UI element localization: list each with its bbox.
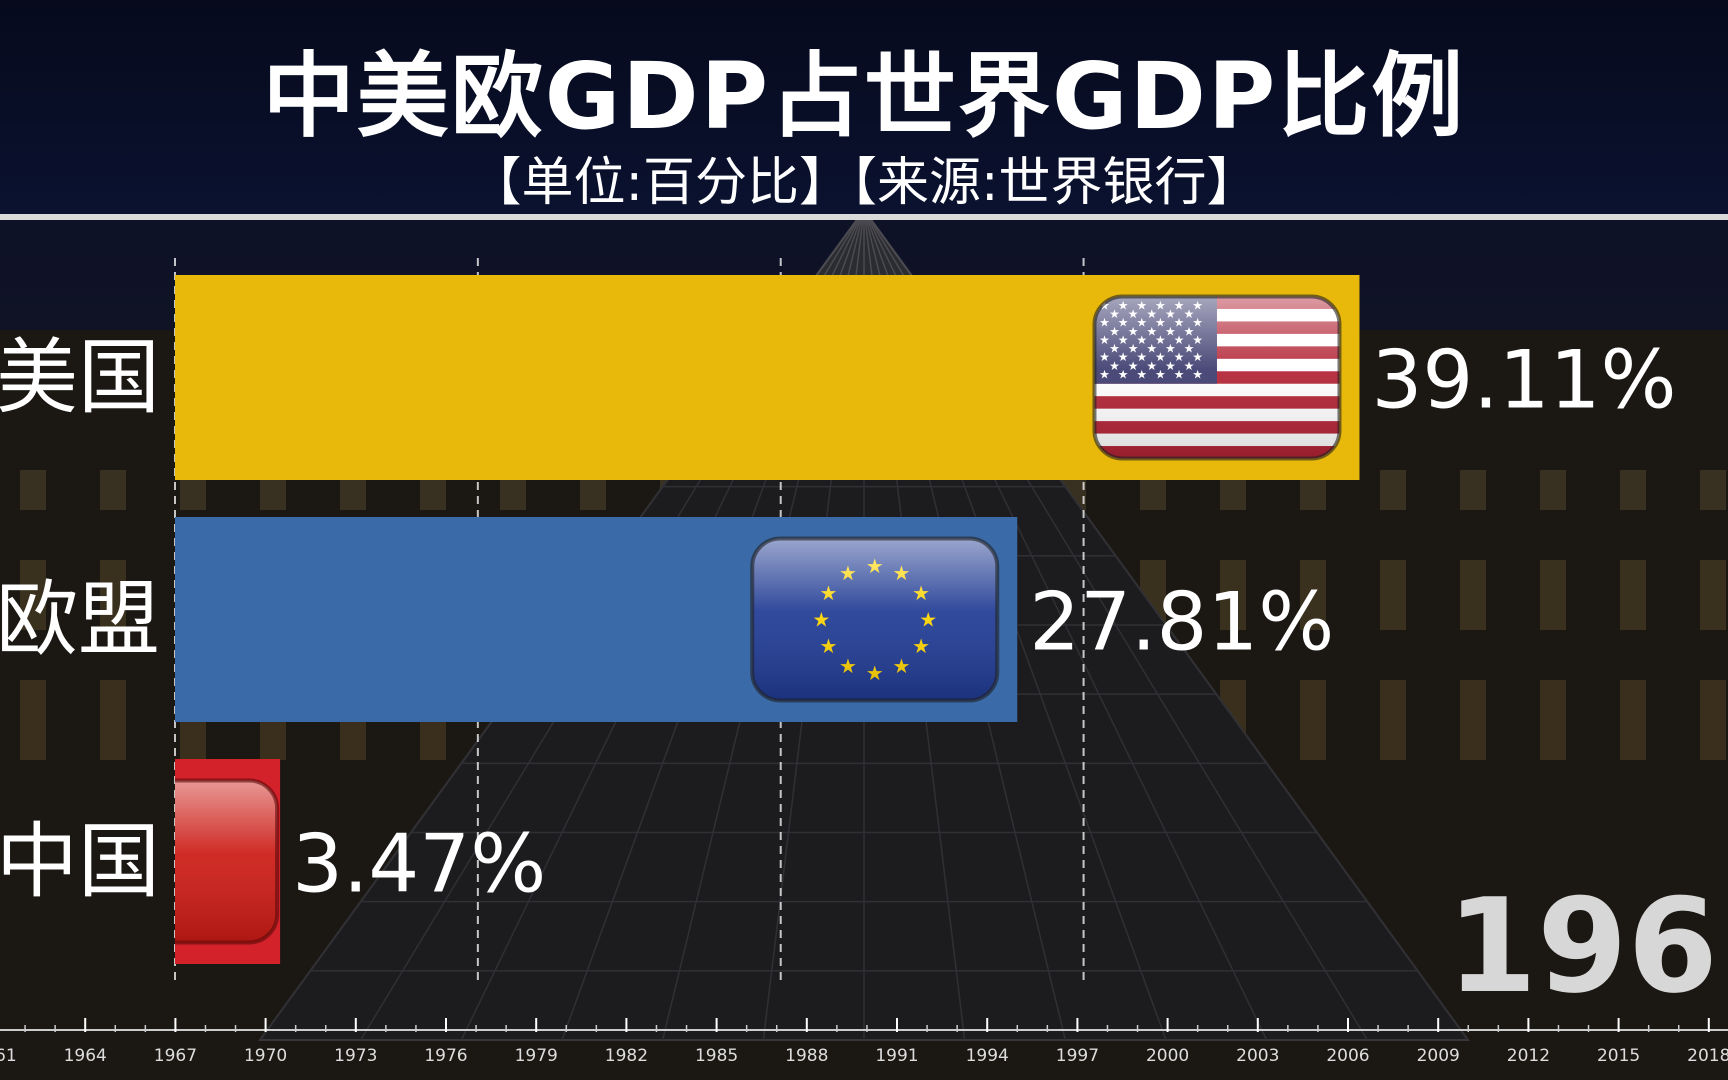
- category-label: 欧盟: [0, 573, 160, 668]
- facade-window: [1700, 560, 1726, 630]
- facade-window: [1380, 560, 1406, 630]
- facade-window: [1460, 680, 1486, 760]
- facade-window: [1620, 470, 1646, 510]
- category-label: 美国: [0, 331, 160, 426]
- facade-window: [1460, 560, 1486, 630]
- timeline-label: 2003: [1236, 1046, 1279, 1066]
- facade-window: [1700, 680, 1726, 760]
- bar-group-0: 美国 ★★★★★★★★★★★★★★★★★★★★★★★★★★★★★★★★★★★★★★…: [0, 275, 1677, 480]
- timeline-label: 1976: [424, 1046, 467, 1066]
- timeline-label: 1994: [966, 1046, 1009, 1066]
- facade-window: [1460, 470, 1486, 510]
- facade-window: [1540, 470, 1566, 510]
- timeline-label: 2000: [1146, 1046, 1189, 1066]
- timeline-label: 1991: [875, 1046, 918, 1066]
- timeline-label: 2006: [1326, 1046, 1369, 1066]
- usa-flag-icon: ★★★★★★★★★★★★★★★★★★★★★★★★★★★★★★★★★★★★★★★★…: [1092, 294, 1342, 461]
- facade-window: [1700, 470, 1726, 510]
- facade-window: [100, 470, 126, 510]
- category-label: 中国: [0, 815, 160, 910]
- timeline-label: 1970: [244, 1046, 287, 1066]
- timeline-axis: 61 1964 1967 1970 1973 1976 1979 1982 1985 1988 19…: [0, 1018, 1728, 1066]
- facade-window: [20, 560, 46, 630]
- timeline-label: 2009: [1417, 1046, 1460, 1066]
- facade-window: [100, 680, 126, 760]
- chart-subtitle: 【单位:百分比】【来源:世界银行】: [469, 153, 1259, 213]
- timeline-label: 2018: [1687, 1046, 1728, 1066]
- timeline-label: 1967: [154, 1046, 197, 1066]
- facade-window: [1540, 680, 1566, 760]
- timeline-label: 1985: [695, 1046, 738, 1066]
- facade-window: [1220, 560, 1246, 630]
- china-flag-icon: [175, 778, 280, 945]
- bar-group-2: 中国 3.47%: [0, 759, 546, 964]
- timeline-label: 1964: [64, 1046, 107, 1066]
- chart-title: 中美欧GDP占世界GDP比例: [262, 43, 1466, 150]
- value-label: 39.11%: [1371, 334, 1676, 427]
- current-year-label: 196: [1446, 870, 1718, 1022]
- facade-window: [1380, 680, 1406, 760]
- facade-window: [1540, 560, 1566, 630]
- timeline-label: 1979: [515, 1046, 558, 1066]
- timeline-label: 1973: [334, 1046, 377, 1066]
- timeline-label: 2012: [1507, 1046, 1550, 1066]
- bar-group-1: 欧盟 ★★★★★★★★★★★★ 27.81%: [0, 517, 1334, 722]
- facade-window: [100, 560, 126, 630]
- facade-window: [1380, 470, 1406, 510]
- timeline-label: 1982: [605, 1046, 648, 1066]
- timeline-label: 1988: [785, 1046, 828, 1066]
- title-banner: 中美欧GDP占世界GDP比例 【单位:百分比】【来源:世界银行】: [0, 0, 1728, 214]
- header-divider: [0, 214, 1728, 220]
- facade-window: [20, 470, 46, 510]
- value-label: 3.47%: [292, 818, 546, 911]
- value-label: 27.81%: [1029, 576, 1334, 669]
- timeline-label: 61: [0, 1046, 17, 1066]
- facade-window: [1620, 560, 1646, 630]
- facade-window: [20, 680, 46, 760]
- facade-window: [1620, 680, 1646, 760]
- eu-flag-icon: ★★★★★★★★★★★★: [750, 536, 1000, 703]
- facade-window: [1300, 680, 1326, 760]
- timeline-label: 1997: [1056, 1046, 1099, 1066]
- timeline-label: 2015: [1597, 1046, 1640, 1066]
- facade-window: [1300, 560, 1326, 630]
